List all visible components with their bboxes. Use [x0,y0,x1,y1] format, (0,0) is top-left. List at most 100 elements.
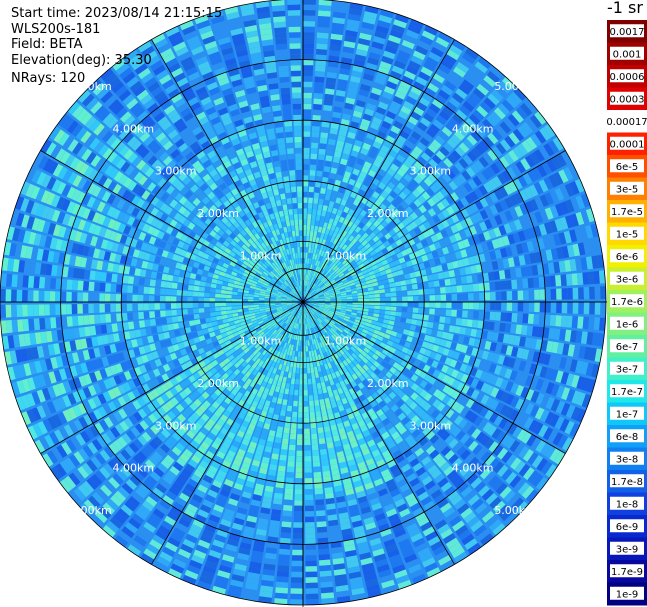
ray-gate [348,387,356,395]
ray-gate [545,464,558,478]
ray-gate [254,309,260,313]
ray-gate [145,327,153,336]
ray-gate [254,408,262,416]
ray-gate [20,394,31,409]
ray-gate [334,323,340,328]
ray-gate [436,330,444,338]
ray-gate [262,316,268,320]
ray-gate [145,193,155,203]
ray-gate [73,377,82,389]
ray-gate [488,519,503,532]
ray-gate [265,309,272,312]
ray-gate [83,499,97,513]
ray-gate [41,403,52,417]
ray-gate [294,295,299,299]
ray-gate [329,367,335,374]
ray-gate [340,324,346,329]
ray-gate [548,354,557,367]
ray-gate [356,338,364,344]
ray-gate [203,265,211,272]
ray-gate [198,263,205,270]
ray-gate [334,574,347,582]
ray-gate [252,494,262,502]
ray-gate [445,537,459,549]
ray-gate [387,483,398,493]
ray-gate [99,161,110,173]
ray-gate [353,451,363,459]
ray-gate [290,54,301,60]
ray-gate [303,351,306,358]
ray-gate [96,201,106,213]
ray-gate [11,274,18,287]
ray-gate [202,565,217,575]
ray-gate [304,505,314,512]
ray-gate [262,318,269,322]
ray-gate [272,503,282,511]
ray-gate [180,348,188,356]
ray-gate [352,520,363,528]
ray-gate [323,375,329,382]
ray-gate [347,566,361,574]
ray-gate [352,359,359,366]
ray-gate [497,333,505,343]
ray-gate [175,522,188,533]
ray-gate [44,290,50,302]
ray-gate [287,306,293,309]
ray-gate [220,353,228,361]
ray-gate [322,387,328,394]
ray-gate [81,93,95,107]
ray-gate [451,426,462,437]
ray-gate [180,543,194,554]
ray-gate [274,337,279,344]
ray-gate [263,280,270,285]
ray-gate [103,378,112,390]
ray-gate [191,554,205,565]
ray-gate [273,285,279,290]
ray-gate [313,349,318,356]
ray-gate [244,415,252,423]
ray-gate [535,378,544,391]
ray-gate [444,357,453,366]
ray-gate [409,324,417,331]
ray-gate [56,181,67,195]
ray-gate [172,275,179,283]
ray-gate [76,205,86,218]
ray-gate [214,534,227,543]
ray-gate [396,344,404,352]
ray-gate [127,180,137,191]
ray-gate [466,387,475,397]
ray-gate [282,432,290,439]
ray-gate [284,187,291,194]
ray-gate [79,232,88,244]
ray-gate [290,588,303,594]
ray-gate [195,544,209,554]
ray-gate [324,333,329,339]
ray-gate [346,493,356,501]
ray-gate [276,281,282,286]
ray-gate [26,216,35,230]
ray-gate [73,451,85,464]
ray-gate [329,307,336,311]
ray-gate [327,322,333,328]
ray-gate [318,371,323,378]
ray-gate [229,365,237,373]
ray-gate [517,302,524,312]
ray-gate [530,376,539,389]
ray-gate [276,380,282,388]
ray-gate [196,377,205,386]
ray-gate [292,544,303,550]
ray-gate [345,549,357,558]
ray-gate [241,491,252,499]
ray-gate [279,537,291,545]
ray-gate [269,464,278,471]
ray-gate [370,372,377,380]
ray-gate [283,324,288,330]
ray-gate [268,430,276,437]
ray-gate [242,308,249,312]
ray-gate [159,303,166,310]
ray-gate [559,329,566,341]
ray-gate [223,277,230,282]
ray-gate [495,302,502,311]
ray-gate [422,441,432,451]
ray-gate [242,260,250,266]
